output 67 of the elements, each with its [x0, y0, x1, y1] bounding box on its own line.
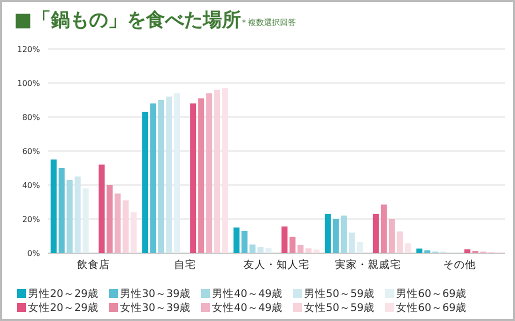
bar	[424, 250, 430, 253]
bar	[388, 219, 395, 253]
bar	[74, 176, 81, 253]
chart-title: ■「鍋もの」を食べた場所	[14, 9, 241, 31]
y-tick-label: 80%	[22, 113, 40, 122]
legend-label: 男性60～69歳	[396, 287, 467, 300]
x-tick-label: 実家・親戚宅	[334, 258, 401, 271]
bar	[66, 180, 73, 253]
bar	[372, 214, 379, 253]
bar	[416, 248, 422, 253]
bar	[198, 98, 204, 253]
bar	[130, 212, 137, 253]
bar	[234, 228, 240, 253]
bar	[258, 247, 264, 253]
bar	[332, 219, 339, 253]
bar	[340, 216, 347, 253]
y-tick-label: 40%	[22, 181, 40, 190]
bar	[464, 249, 470, 253]
bar	[242, 230, 248, 253]
y-tick-label: 100%	[17, 79, 40, 88]
legend-label: 女性40～49歳	[212, 301, 283, 314]
bar	[206, 93, 212, 253]
legend-label: 女性60～69歳	[396, 301, 467, 314]
y-tick-label: 120%	[17, 45, 40, 54]
x-tick-label: 友人・知人宅	[244, 258, 310, 271]
bar	[396, 231, 403, 253]
legend-label: 女性30～39歳	[120, 301, 191, 314]
bar	[324, 214, 331, 253]
bar	[306, 248, 312, 253]
bar	[404, 243, 411, 253]
y-tick-label: 20%	[22, 215, 40, 224]
bar	[314, 250, 320, 253]
bar	[50, 160, 57, 253]
bar	[290, 236, 296, 253]
legend-label: 女性50～59歳	[304, 301, 375, 314]
bar	[122, 200, 129, 253]
bar	[266, 248, 272, 253]
bar	[150, 103, 156, 253]
bar	[282, 226, 288, 253]
bar	[114, 194, 121, 253]
legend-label: 男性40～49歳	[212, 287, 283, 300]
legend-label: 男性20～29歳	[28, 287, 99, 300]
chart-subtitle: ＊複数選択回答	[240, 18, 296, 27]
bar	[82, 188, 89, 253]
x-tick-label: 自宅	[174, 258, 196, 271]
bar	[380, 204, 387, 253]
bar	[58, 168, 65, 253]
bar	[158, 100, 164, 253]
y-tick-label: 0%	[27, 249, 40, 258]
bar	[142, 112, 148, 253]
bar	[298, 245, 304, 253]
bar	[348, 232, 355, 253]
legend-label: 男性30～39歳	[120, 287, 191, 300]
y-tick-label: 60%	[22, 147, 40, 156]
bar	[174, 93, 180, 253]
bar	[214, 90, 220, 253]
legend-label: 男性50～59歳	[304, 287, 375, 300]
bar	[106, 185, 113, 253]
bar	[190, 103, 196, 253]
bar	[166, 96, 172, 253]
x-tick-label: その他	[442, 259, 476, 271]
bar	[250, 244, 256, 253]
x-tick-label: 飲食店	[77, 258, 110, 271]
bar	[222, 88, 228, 253]
bar	[98, 164, 105, 253]
bar	[356, 242, 363, 253]
legend-label: 女性20～29歳	[28, 301, 99, 314]
